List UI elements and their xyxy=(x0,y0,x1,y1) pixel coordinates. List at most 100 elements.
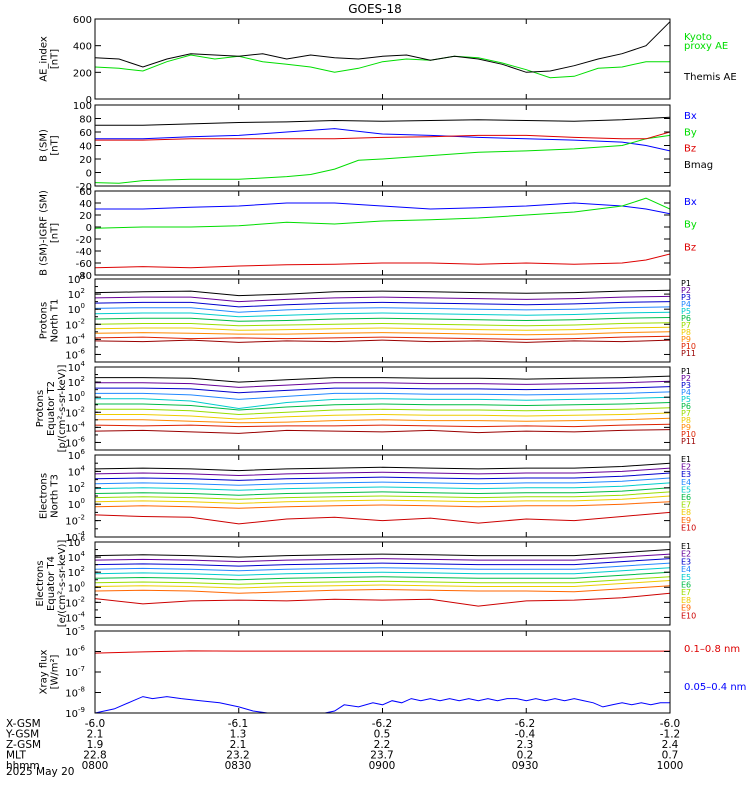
series-line-e3 xyxy=(95,558,670,567)
series-line-p1 xyxy=(95,375,670,383)
legend-entry: Bz xyxy=(684,144,696,155)
series-line-p4 xyxy=(95,306,670,313)
footer-value: 0800 xyxy=(82,760,109,772)
legend-entry: P5 xyxy=(681,395,691,404)
footer-value: 2.4 xyxy=(662,739,679,751)
legend-entry: P11 xyxy=(681,349,696,358)
legend-entry: E10 xyxy=(681,611,696,620)
legend-entry: E9 xyxy=(681,516,691,525)
y-tick-label: 100 xyxy=(68,580,85,594)
legend-entry: E5 xyxy=(681,485,691,494)
legend-entry: P7 xyxy=(681,409,691,418)
y-axis-label: B (SM) xyxy=(39,129,50,162)
y-axis-label: [W/m²] xyxy=(50,654,61,689)
series-line-p7 xyxy=(95,407,670,416)
legend-entry: E1 xyxy=(681,542,691,551)
legend-entry: 0.1–0.8 nm xyxy=(684,644,740,655)
footer-value: 2.3 xyxy=(517,739,534,751)
legend-entry: Bz xyxy=(684,242,696,253)
y-tick-label: 10-4 xyxy=(65,420,85,434)
y-tick-label: 10-2 xyxy=(65,405,85,419)
legend-entry: E4 xyxy=(681,565,691,574)
series-line-p3 xyxy=(95,386,670,394)
y-tick-label: 104 xyxy=(68,464,86,478)
series-line-e5 xyxy=(95,567,670,576)
legend-entry: P9 xyxy=(681,423,691,432)
legend-entry: E8 xyxy=(681,596,691,605)
y-tick-label: 10-5 xyxy=(65,624,85,638)
series-line-e6 xyxy=(95,571,670,581)
legend-entry: Kyoto xyxy=(684,32,712,43)
footer-row-label: X-GSM xyxy=(6,718,41,730)
series-line-bz xyxy=(95,253,670,269)
panel-8: 10-5 10-6 10-7 10-8 10-9 Xray flux [W/m²] 0.1–0… xyxy=(39,624,747,720)
legend-entry: E1 xyxy=(681,455,691,464)
y-tick-label: 106 xyxy=(68,448,86,462)
y-axis-label: [nT] xyxy=(50,135,61,155)
legend-entry: E3 xyxy=(681,470,691,479)
y-tick-label: -40 xyxy=(76,247,92,258)
y-tick-label: 20 xyxy=(79,211,92,222)
legend-entry: E6 xyxy=(681,493,691,502)
y-tick-label: 60 xyxy=(79,187,92,198)
series-line-0-05-0-4-nm xyxy=(95,696,670,713)
series-line-p2 xyxy=(95,380,670,388)
legend-entry: P8 xyxy=(681,416,691,425)
legend-entry: P2 xyxy=(681,286,691,295)
series-line-e4 xyxy=(95,477,670,486)
legend-entry: P5 xyxy=(681,307,691,316)
y-tick-label: 100 xyxy=(73,101,92,112)
legend-entry: P7 xyxy=(681,321,691,330)
legend-entry: E8 xyxy=(681,508,691,517)
y-axis-label: [nT] xyxy=(50,49,61,69)
panel-legend: Bx By Bz Bmag xyxy=(684,111,713,171)
y-tick-label: 20 xyxy=(79,155,92,166)
series-line-by xyxy=(95,134,670,184)
series-line-e10 xyxy=(95,592,670,607)
legend-entry: 0.05–0.4 nm xyxy=(684,682,746,693)
y-tick-label: 100 xyxy=(68,302,85,316)
y-tick-label: 10-8 xyxy=(65,686,85,700)
series-line-p1 xyxy=(95,289,670,297)
series-line-e3 xyxy=(95,472,670,481)
legend-entry: P3 xyxy=(681,293,691,302)
legend-entry: E7 xyxy=(681,501,691,510)
legend-entry: P9 xyxy=(681,335,691,344)
legend-entry: Bx xyxy=(684,197,697,208)
footer-value: 0.5 xyxy=(374,729,391,741)
series-line-p6 xyxy=(95,317,670,322)
y-tick-label: 10-7 xyxy=(65,665,85,679)
y-tick-label: 10-2 xyxy=(65,514,85,528)
y-tick-label: 40 xyxy=(79,142,92,153)
footer-value: 0830 xyxy=(225,760,252,772)
y-tick-label: 40 xyxy=(79,199,92,210)
y-tick-label: 102 xyxy=(68,375,85,389)
y-tick-label: 10-4 xyxy=(65,610,85,624)
series-line-e9 xyxy=(95,585,670,594)
legend-entry: E2 xyxy=(681,550,691,559)
y-tick-label: 102 xyxy=(68,287,85,301)
footer-row-label: hhmm xyxy=(6,760,40,772)
legend-entry: P3 xyxy=(681,381,691,390)
legend-entry: P1 xyxy=(681,367,691,376)
series-line-p2 xyxy=(95,295,670,303)
legend-entry: By xyxy=(684,220,697,231)
series-line-e7 xyxy=(95,491,670,500)
footer-value: 1000 xyxy=(657,760,684,772)
y-tick-label: 100 xyxy=(68,497,85,511)
series-line-bx xyxy=(95,128,670,152)
y-tick-label: 600 xyxy=(73,15,92,26)
series-line-p6 xyxy=(95,402,670,411)
series-line-p10 xyxy=(95,335,670,340)
series-line-kyoto-proxy-ae xyxy=(95,54,670,79)
plot-title: GOES-18 xyxy=(348,2,402,16)
y-axis-label: Protons xyxy=(35,390,46,427)
y-tick-label: -60 xyxy=(76,259,92,270)
panel-2: -20 0 20 40 60 80 100 B (SM) [nT] Bx By Bz Bmag xyxy=(39,101,714,193)
